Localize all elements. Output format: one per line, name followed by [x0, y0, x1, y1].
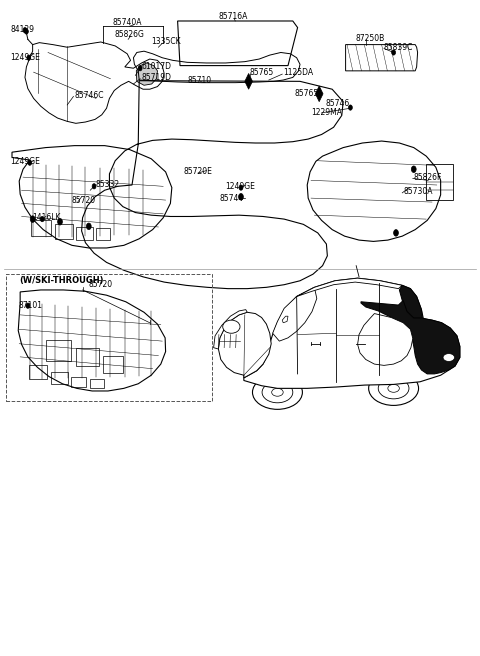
Text: 61017D: 61017D [142, 62, 172, 72]
Text: 85746: 85746 [325, 99, 350, 108]
Text: 85765: 85765 [250, 68, 274, 77]
Ellipse shape [369, 371, 419, 405]
Polygon shape [245, 73, 252, 89]
Text: 85765: 85765 [295, 89, 319, 98]
Polygon shape [136, 63, 157, 85]
Text: 85720E: 85720E [183, 167, 212, 176]
Text: 1249GE: 1249GE [11, 53, 40, 62]
Text: 1125DA: 1125DA [283, 68, 313, 77]
Bar [103, 356, 123, 373]
Text: 85826G: 85826G [114, 30, 144, 39]
Ellipse shape [443, 354, 455, 361]
Text: 1335CK: 1335CK [151, 37, 180, 46]
Ellipse shape [378, 378, 409, 399]
Ellipse shape [262, 382, 293, 403]
Ellipse shape [223, 320, 240, 333]
Ellipse shape [24, 29, 28, 34]
Ellipse shape [411, 166, 416, 173]
Polygon shape [244, 278, 460, 388]
Text: (W/SKI-THROUGH): (W/SKI-THROUGH) [19, 276, 104, 285]
Text: 85740A: 85740A [113, 18, 142, 28]
Ellipse shape [28, 160, 32, 165]
Text: 1416LK: 1416LK [33, 213, 61, 222]
Bar [29, 365, 47, 379]
Text: 85744: 85744 [220, 194, 244, 203]
Bar [96, 228, 110, 240]
Ellipse shape [239, 185, 243, 190]
Polygon shape [399, 285, 422, 318]
Text: 87101: 87101 [18, 300, 42, 310]
Polygon shape [297, 278, 402, 297]
Polygon shape [273, 287, 317, 341]
Polygon shape [361, 300, 460, 374]
Polygon shape [218, 312, 271, 378]
Text: 85720: 85720 [89, 279, 113, 289]
Ellipse shape [86, 223, 91, 230]
Ellipse shape [252, 375, 302, 409]
Text: 85716A: 85716A [218, 12, 248, 21]
Text: 85710: 85710 [187, 76, 211, 85]
Ellipse shape [27, 55, 31, 60]
Ellipse shape [40, 216, 44, 222]
Text: 85746C: 85746C [74, 91, 104, 100]
Bar [71, 377, 86, 387]
Ellipse shape [388, 384, 399, 392]
Ellipse shape [394, 230, 398, 236]
Bar [46, 340, 71, 361]
Ellipse shape [30, 216, 35, 222]
Text: 85720: 85720 [71, 196, 95, 205]
Text: 85826F: 85826F [414, 173, 442, 182]
Ellipse shape [392, 50, 396, 55]
Text: 1249GE: 1249GE [226, 182, 255, 191]
Text: 85839C: 85839C [384, 43, 413, 52]
Text: 85730A: 85730A [403, 187, 432, 196]
Polygon shape [282, 316, 288, 323]
Ellipse shape [23, 28, 27, 33]
Ellipse shape [348, 105, 352, 110]
Bar [31, 220, 51, 236]
Bar [55, 224, 73, 239]
Bar [426, 164, 453, 200]
Ellipse shape [26, 303, 30, 308]
Text: 84129: 84129 [11, 25, 35, 34]
Ellipse shape [272, 388, 283, 396]
Ellipse shape [58, 218, 62, 225]
Text: 1229MA: 1229MA [311, 108, 342, 117]
Polygon shape [214, 310, 247, 349]
Bar [76, 348, 99, 366]
Polygon shape [315, 86, 323, 102]
Ellipse shape [239, 194, 243, 200]
Ellipse shape [138, 66, 142, 71]
Bar [90, 379, 104, 388]
Bar [51, 372, 68, 384]
Ellipse shape [92, 184, 96, 189]
Bar [76, 227, 93, 240]
Polygon shape [358, 314, 413, 365]
Text: 85332: 85332 [95, 180, 119, 190]
Text: 1249GE: 1249GE [11, 157, 40, 166]
Text: 85719D: 85719D [142, 73, 172, 82]
Text: 87250B: 87250B [355, 33, 384, 43]
